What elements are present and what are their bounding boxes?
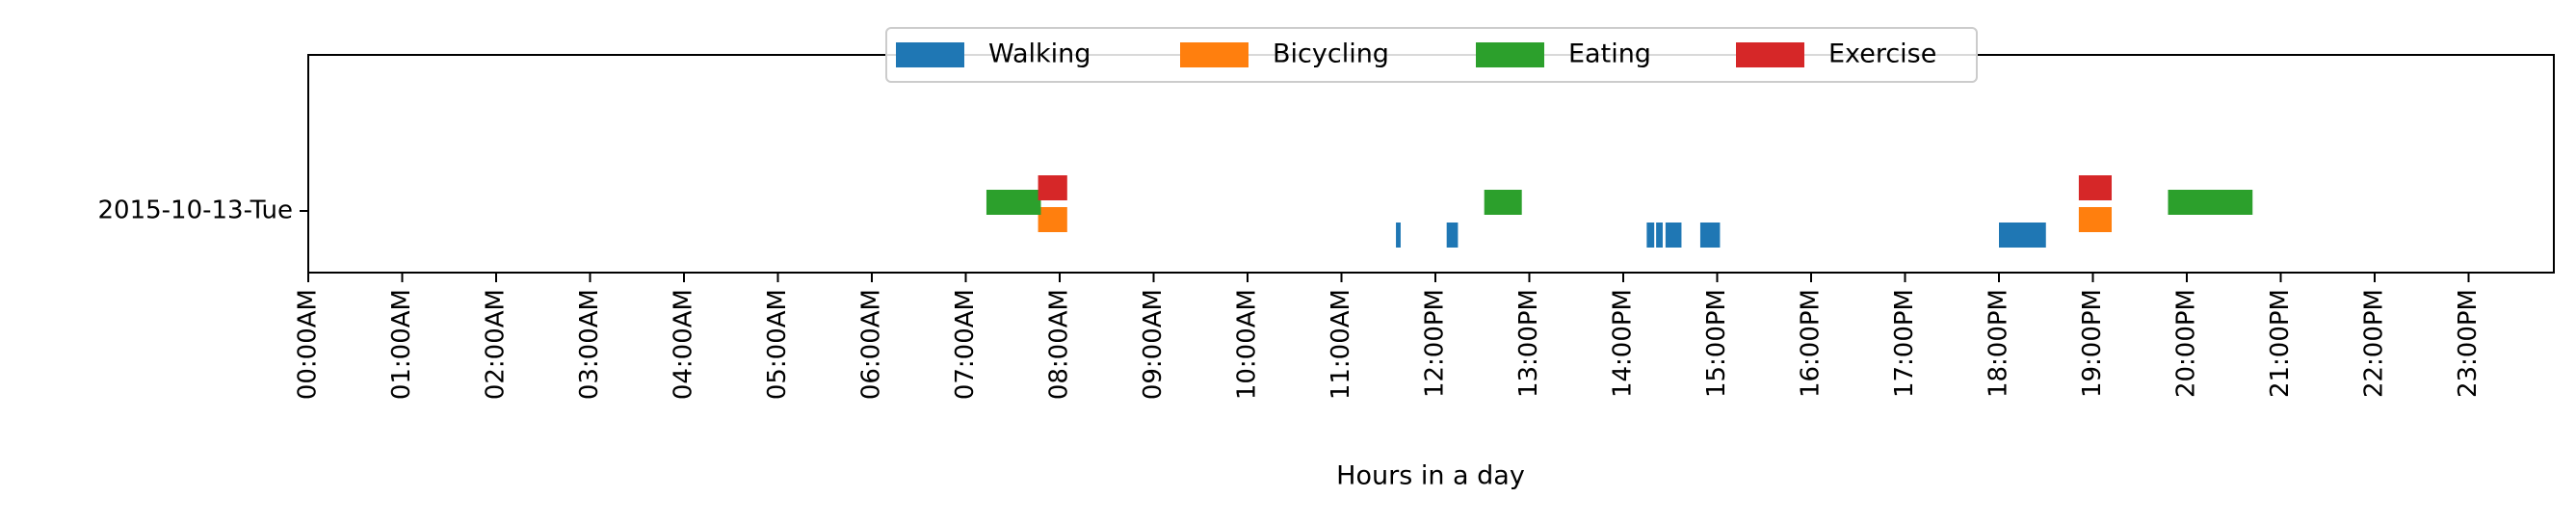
y-tick-label: 2015-10-13-Tue [97,196,293,225]
legend-swatch-eating [1476,42,1544,67]
x-tick-label: 08:00AM [1045,289,1074,400]
x-tick-label: 16:00PM [1797,289,1826,398]
x-tick-label: 06:00AM [857,289,886,400]
x-tick-label: 09:00AM [1139,289,1168,400]
legend-label-exercise: Exercise [1828,39,1936,69]
x-tick-label: 17:00PM [1890,289,1919,398]
x-tick-label: 05:00AM [763,289,792,400]
x-tick-label: 13:00PM [1514,289,1543,398]
bar-bicycling [2078,207,2113,232]
x-axis-label: Hours in a day [1336,461,1525,491]
bar-walking [1396,223,1401,248]
x-tick-label: 02:00AM [482,289,511,400]
legend: Walking Bicycling Eating Exercise [885,27,1978,83]
legend-label-bicycling: Bicycling [1273,39,1389,69]
legend-swatch-exercise [1736,42,1804,67]
x-tick-label: 04:00AM [670,289,698,400]
bar-exercise [1038,175,1067,200]
x-tick-label: 15:00PM [1702,289,1731,398]
bar-eating [1484,190,1522,215]
x-tick-label: 10:00AM [1233,289,1262,400]
x-tick-label: 19:00PM [2078,289,2107,398]
bar-exercise [2078,175,2113,200]
x-tick-label: 22:00PM [2360,289,2389,398]
bar-walking [1646,223,1655,248]
x-tick-label: 18:00PM [1985,289,2013,398]
bar-walking [1446,223,1459,248]
legend-swatch-bicycling [1180,42,1249,67]
x-tick-label: 11:00AM [1327,289,1355,400]
x-tick-label: 07:00AM [951,289,980,400]
bar-walking [1656,223,1663,248]
x-tick-label: 14:00PM [1609,289,1638,398]
bar-bicycling [1038,207,1067,232]
plot-frame [307,54,2555,274]
legend-swatch-walking [896,42,964,67]
x-tick-label: 12:00PM [1421,289,1450,398]
x-tick-label: 23:00PM [2454,289,2483,398]
x-tick-label: 21:00PM [2266,289,2295,398]
x-tick-label: 20:00PM [2172,289,2201,398]
bar-walking [1999,223,2046,248]
x-tick-label: 01:00AM [387,289,416,400]
bar-eating [2168,190,2253,215]
x-tick-label: 03:00AM [575,289,604,400]
x-tick-label: 00:00AM [294,289,323,400]
legend-box [885,27,1978,83]
legend-label-walking: Walking [988,39,1091,69]
bar-walking [1665,223,1682,248]
legend-label-eating: Eating [1568,39,1651,69]
bar-eating [986,190,1041,215]
bar-walking [1699,223,1721,248]
